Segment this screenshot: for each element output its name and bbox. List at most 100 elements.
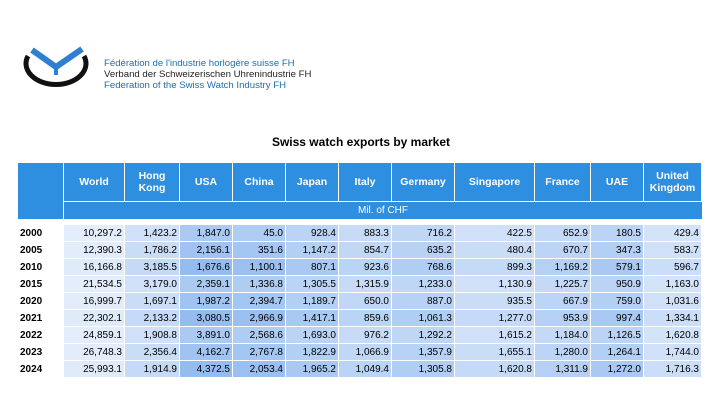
value-cell: 1,744.0 bbox=[644, 344, 702, 361]
value-cell: 25,993.1 bbox=[64, 361, 125, 378]
value-cell: 351.6 bbox=[233, 242, 286, 259]
value-cell: 1,233.0 bbox=[392, 276, 455, 293]
value-cell: 45.0 bbox=[233, 225, 286, 242]
value-cell: 807.1 bbox=[286, 259, 339, 276]
column-header: Japan bbox=[286, 163, 339, 201]
value-cell: 1,908.8 bbox=[125, 327, 180, 344]
value-cell: 2,394.7 bbox=[233, 293, 286, 310]
exports-table: World Hong Kong USA China Japan Italy Ge… bbox=[18, 163, 702, 378]
value-cell: 1,334.1 bbox=[644, 310, 702, 327]
value-cell: 997.4 bbox=[591, 310, 644, 327]
value-cell: 10,297.2 bbox=[64, 225, 125, 242]
year-cell: 2024 bbox=[18, 361, 64, 378]
value-cell: 4,162.7 bbox=[180, 344, 233, 361]
value-cell: 1,126.5 bbox=[591, 327, 644, 344]
value-cell: 180.5 bbox=[591, 225, 644, 242]
value-cell: 899.3 bbox=[455, 259, 535, 276]
value-cell: 759.0 bbox=[591, 293, 644, 310]
value-cell: 935.5 bbox=[455, 293, 535, 310]
value-cell: 2,133.2 bbox=[125, 310, 180, 327]
value-cell: 16,999.7 bbox=[64, 293, 125, 310]
value-cell: 1,163.0 bbox=[644, 276, 702, 293]
value-cell: 1,847.0 bbox=[180, 225, 233, 242]
column-header: UAE bbox=[591, 163, 644, 201]
value-cell: 923.6 bbox=[339, 259, 392, 276]
value-cell: 1,031.6 bbox=[644, 293, 702, 310]
value-cell: 1,225.7 bbox=[535, 276, 591, 293]
value-cell: 2,156.1 bbox=[180, 242, 233, 259]
value-cell: 2,356.4 bbox=[125, 344, 180, 361]
value-cell: 1,417.1 bbox=[286, 310, 339, 327]
table-title: Swiss watch exports by market bbox=[271, 135, 451, 149]
year-cell: 2015 bbox=[18, 276, 64, 293]
value-cell: 1,655.1 bbox=[455, 344, 535, 361]
value-cell: 650.0 bbox=[339, 293, 392, 310]
table-row: 2015 21,534.5 3,179.0 2,359.1 1,336.8 1,305.5… bbox=[18, 276, 702, 293]
value-cell: 1,315.9 bbox=[339, 276, 392, 293]
corner-cell bbox=[18, 163, 64, 201]
column-header: Singapore bbox=[455, 163, 535, 201]
value-cell: 667.9 bbox=[535, 293, 591, 310]
value-cell: 1,620.8 bbox=[455, 361, 535, 378]
year-cell: 2021 bbox=[18, 310, 64, 327]
value-cell: 716.2 bbox=[392, 225, 455, 242]
value-cell: 854.7 bbox=[339, 242, 392, 259]
table-row: 2023 26,748.3 2,356.4 4,162.7 2,767.8 1,822.9… bbox=[18, 344, 702, 361]
value-cell: 1,965.2 bbox=[286, 361, 339, 378]
unit-row-blank bbox=[18, 201, 64, 219]
organization-name: Fédération de l'industrie horlogère suis… bbox=[104, 58, 312, 91]
value-cell: 1,676.6 bbox=[180, 259, 233, 276]
value-cell: 1,311.9 bbox=[535, 361, 591, 378]
value-cell: 1,786.2 bbox=[125, 242, 180, 259]
org-name-german: Verband der Schweizerischen Uhrenindustr… bbox=[104, 68, 312, 80]
value-cell: 1,147.2 bbox=[286, 242, 339, 259]
value-cell: 1,272.0 bbox=[591, 361, 644, 378]
value-cell: 480.4 bbox=[455, 242, 535, 259]
column-header: Hong Kong bbox=[125, 163, 180, 201]
value-cell: 768.6 bbox=[392, 259, 455, 276]
value-cell: 1,615.2 bbox=[455, 327, 535, 344]
year-cell: 2005 bbox=[18, 242, 64, 259]
logo-blue-wing-icon bbox=[30, 46, 84, 71]
value-cell: 3,891.0 bbox=[180, 327, 233, 344]
fh-logo bbox=[23, 46, 89, 88]
value-cell: 422.5 bbox=[455, 225, 535, 242]
table-row: 2020 16,999.7 1,697.1 1,987.2 2,394.7 1,189.7… bbox=[18, 293, 702, 310]
value-cell: 1,100.1 bbox=[233, 259, 286, 276]
year-cell: 2020 bbox=[18, 293, 64, 310]
value-cell: 1,066.9 bbox=[339, 344, 392, 361]
year-cell: 2000 bbox=[18, 225, 64, 242]
table-body: 2000 10,297.2 1,423.2 1,847.0 45.0 928.4 883.3… bbox=[18, 225, 702, 378]
value-cell: 670.7 bbox=[535, 242, 591, 259]
value-cell: 1,914.9 bbox=[125, 361, 180, 378]
value-cell: 635.2 bbox=[392, 242, 455, 259]
column-header: World bbox=[64, 163, 125, 201]
column-header: United Kingdom bbox=[644, 163, 702, 201]
value-cell: 1,336.8 bbox=[233, 276, 286, 293]
value-cell: 883.3 bbox=[339, 225, 392, 242]
value-cell: 1,697.1 bbox=[125, 293, 180, 310]
value-cell: 1,169.2 bbox=[535, 259, 591, 276]
value-cell: 1,184.0 bbox=[535, 327, 591, 344]
value-cell: 652.9 bbox=[535, 225, 591, 242]
org-name-french: Fédération de l'industrie horlogère suis… bbox=[104, 58, 295, 69]
value-cell: 429.4 bbox=[644, 225, 702, 242]
value-cell: 347.3 bbox=[591, 242, 644, 259]
unit-row: Mil. of CHF bbox=[18, 201, 702, 219]
value-cell: 950.9 bbox=[591, 276, 644, 293]
value-cell: 2,568.6 bbox=[233, 327, 286, 344]
value-cell: 596.7 bbox=[644, 259, 702, 276]
value-cell: 1,189.7 bbox=[286, 293, 339, 310]
value-cell: 3,185.5 bbox=[125, 259, 180, 276]
value-cell: 22,302.1 bbox=[64, 310, 125, 327]
table-row: 2005 12,390.3 1,786.2 2,156.1 351.6 1,147.2 85… bbox=[18, 242, 702, 259]
value-cell: 1,822.9 bbox=[286, 344, 339, 361]
value-cell: 1,305.8 bbox=[392, 361, 455, 378]
year-cell: 2010 bbox=[18, 259, 64, 276]
table-row: 2010 16,166.8 3,185.5 1,676.6 1,100.1 807.1 92… bbox=[18, 259, 702, 276]
value-cell: 1,130.9 bbox=[455, 276, 535, 293]
value-cell: 4,372.5 bbox=[180, 361, 233, 378]
value-cell: 1,716.3 bbox=[644, 361, 702, 378]
value-cell: 1,305.5 bbox=[286, 276, 339, 293]
value-cell: 2,053.4 bbox=[233, 361, 286, 378]
